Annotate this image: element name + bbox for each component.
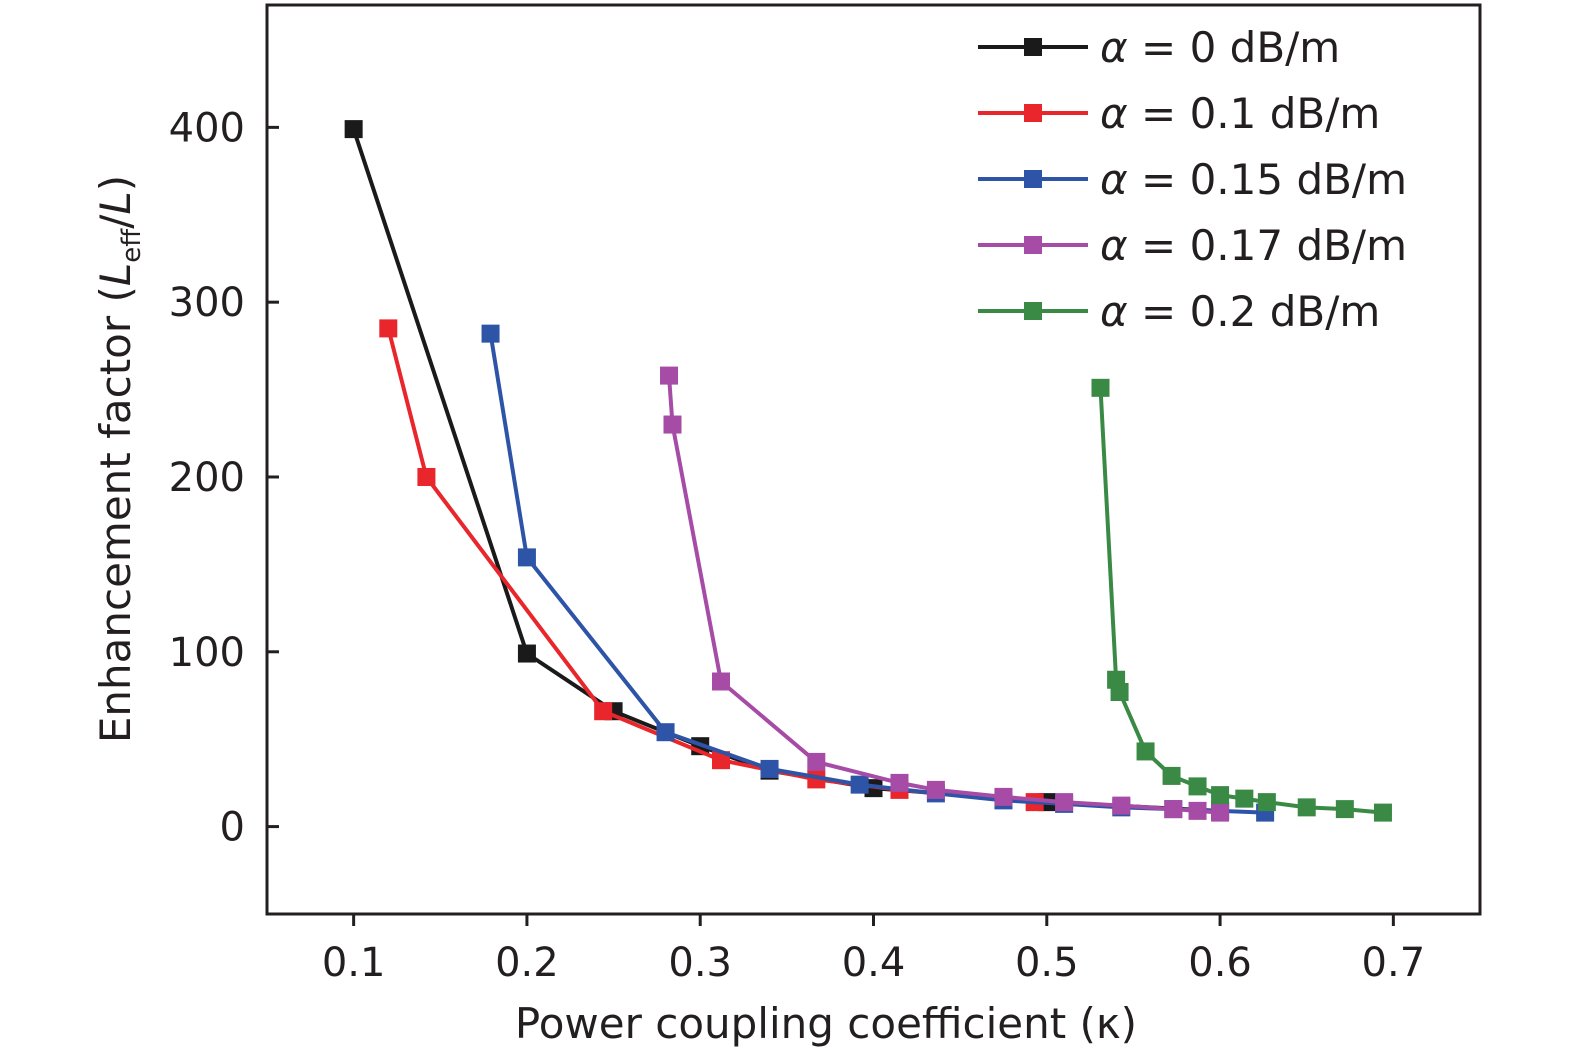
legend-label: α = 0.15 dB/m xyxy=(1100,155,1407,204)
legend-symbol: α xyxy=(1100,155,1128,204)
data-point xyxy=(850,775,869,794)
legend-marker xyxy=(1024,302,1042,320)
series-1 xyxy=(379,319,1044,812)
data-point xyxy=(1110,682,1129,701)
legend-marker xyxy=(1024,236,1042,254)
data-point xyxy=(1257,793,1276,812)
legend-label: α = 0.1 dB/m xyxy=(1100,89,1380,138)
data-point xyxy=(417,467,436,486)
legend-value: = 0.2 dB/m xyxy=(1128,287,1381,336)
legend-item: α = 0.2 dB/m xyxy=(978,287,1380,336)
data-point xyxy=(1373,803,1392,822)
y-axis-label-suffix: ) xyxy=(91,175,140,191)
y-axis-label-slash: / xyxy=(91,214,140,229)
legend-item: α = 0.1 dB/m xyxy=(978,89,1380,138)
data-point xyxy=(1235,789,1254,808)
y-tick-label: 300 xyxy=(169,280,245,326)
y-tick-label: 100 xyxy=(169,630,245,676)
series-0 xyxy=(344,120,1230,820)
legend-value: = 0.1 dB/m xyxy=(1128,89,1381,138)
plot-marks xyxy=(344,120,1392,822)
x-axis-label: Power coupling coefficient (κ) xyxy=(515,999,1137,1048)
series-line xyxy=(488,333,1266,815)
data-point xyxy=(1335,800,1354,819)
y-axis-label-sub: eff xyxy=(117,228,147,263)
legend: α = 0 dB/mα = 0.1 dB/mα = 0.15 dB/mα = 0… xyxy=(978,23,1407,336)
legend-marker xyxy=(1024,38,1042,56)
data-point xyxy=(1297,798,1316,817)
data-point xyxy=(807,752,826,771)
x-tick-label: 0.3 xyxy=(668,940,732,986)
data-point xyxy=(594,702,613,721)
data-point xyxy=(1136,742,1155,761)
data-point xyxy=(517,548,536,567)
legend-symbol: α xyxy=(1100,287,1128,336)
legend-symbol: α xyxy=(1100,89,1128,138)
data-point xyxy=(712,672,731,691)
data-point xyxy=(1091,378,1110,397)
data-point xyxy=(890,773,909,792)
data-point xyxy=(1211,786,1230,805)
y-tick-label: 200 xyxy=(169,455,245,501)
series-3 xyxy=(660,366,1230,822)
x-tick-label: 0.5 xyxy=(1015,940,1079,986)
data-point xyxy=(656,723,675,742)
data-point xyxy=(1188,801,1207,820)
series-line xyxy=(386,327,1035,805)
data-point xyxy=(926,780,945,799)
data-point xyxy=(517,644,536,663)
y-tick-label: 400 xyxy=(169,105,245,151)
x-tick-label: 0.6 xyxy=(1188,940,1252,986)
data-point xyxy=(1211,803,1230,822)
data-point xyxy=(344,120,363,139)
data-point xyxy=(994,787,1013,806)
y-tick-label: 0 xyxy=(220,805,245,851)
data-point xyxy=(379,319,398,338)
data-point xyxy=(660,366,679,385)
data-point xyxy=(481,324,500,343)
series-line xyxy=(351,128,1221,813)
legend-value: = 0.15 dB/m xyxy=(1128,155,1407,204)
data-point xyxy=(1164,800,1183,819)
legend-symbol: α xyxy=(1100,23,1128,72)
data-point xyxy=(1112,796,1131,815)
y-axis-label: Enhancement factor (Leff/L) xyxy=(91,175,147,743)
data-point xyxy=(760,759,779,778)
data-point xyxy=(712,751,731,770)
legend-item: α = 0 dB/m xyxy=(978,23,1340,72)
legend-marker xyxy=(1024,104,1042,122)
legend-label: α = 0.2 dB/m xyxy=(1100,287,1380,336)
legend-item: α = 0.17 dB/m xyxy=(978,221,1407,270)
x-axis-ticks: 0.1 0.2 0.3 0.4 0.5 0.6 0.7 xyxy=(322,914,1425,986)
y-axis-label-prefix: Enhancement factor ( xyxy=(91,286,140,743)
legend-value: = 0.17 dB/m xyxy=(1128,221,1407,270)
legend-symbol: α xyxy=(1100,221,1128,270)
legend-label: α = 0.17 dB/m xyxy=(1100,221,1407,270)
series-2 xyxy=(481,324,1275,822)
data-point xyxy=(1188,777,1207,796)
x-tick-label: 0.7 xyxy=(1362,940,1426,986)
data-point xyxy=(1055,793,1074,812)
y-axis-label-var2: L xyxy=(91,191,140,214)
x-tick-label: 0.2 xyxy=(495,940,559,986)
legend-label: α = 0 dB/m xyxy=(1100,23,1340,72)
x-tick-label: 0.4 xyxy=(842,940,906,986)
series-4 xyxy=(1091,378,1392,822)
data-point xyxy=(663,415,682,434)
legend-value: = 0 dB/m xyxy=(1128,23,1341,72)
data-point xyxy=(1162,766,1181,785)
legend-marker xyxy=(1024,170,1042,188)
x-tick-label: 0.1 xyxy=(322,940,386,986)
legend-item: α = 0.15 dB/m xyxy=(978,155,1407,204)
y-axis-ticks: 0 100 200 300 400 xyxy=(169,105,279,851)
y-axis-label-var1: L xyxy=(91,263,140,286)
